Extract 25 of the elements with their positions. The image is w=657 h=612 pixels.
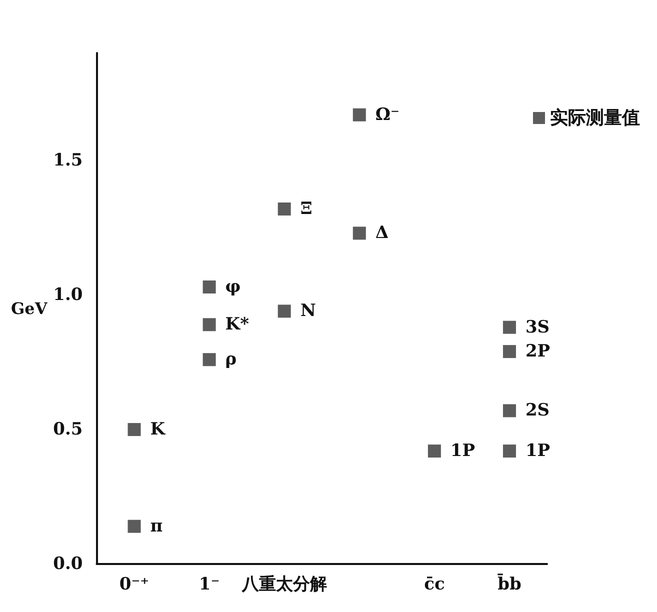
x-tick-label: 八重太分解 xyxy=(240,574,327,594)
annotation: N xyxy=(300,301,316,322)
x-tick-label: 1⁻ xyxy=(198,574,220,594)
annotation: 2S xyxy=(525,400,550,421)
x-tick-label: b̄b xyxy=(498,573,522,594)
x-tick-label: 0⁻⁺ xyxy=(119,574,150,594)
annotation: 3S xyxy=(525,317,550,338)
annotation: Ξ xyxy=(300,198,312,219)
annotation: Ω⁻ xyxy=(375,104,400,125)
y-tick-label: 1.5 xyxy=(53,150,83,171)
y-tick-label: 0.5 xyxy=(53,420,83,440)
annotation: Δ xyxy=(375,223,389,244)
annotation: π xyxy=(150,516,163,536)
annotation: φ xyxy=(225,276,241,297)
annotation: ρ xyxy=(225,350,237,370)
annotation: 1P xyxy=(450,441,476,462)
annotation: 2P xyxy=(525,342,550,362)
x-tick-label: c̄c xyxy=(424,574,445,594)
annotation: K* xyxy=(225,314,250,335)
y-axis-title: GeV xyxy=(10,299,48,318)
annotation: K xyxy=(150,420,166,440)
y-tick-label: 0.0 xyxy=(53,554,83,574)
legend-label: 实际测量值 xyxy=(550,108,640,128)
annotation: 1P xyxy=(525,441,550,462)
y-tick-label: 1.0 xyxy=(53,285,83,306)
